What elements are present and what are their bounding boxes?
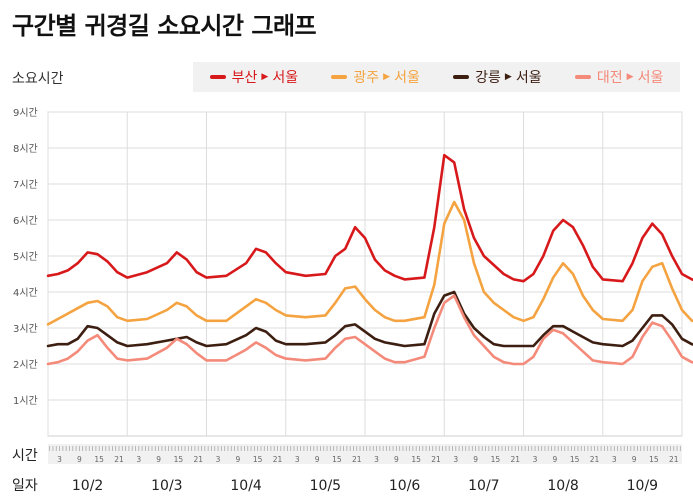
y-tick-label: 8시간 bbox=[13, 143, 38, 155]
legend-from-daejeon: 대전 bbox=[596, 70, 623, 86]
hour-tick-label: 9 bbox=[315, 455, 320, 464]
date-tick-label: 10/4 bbox=[230, 478, 262, 494]
hour-tick-label: 15 bbox=[491, 455, 501, 464]
y-tick-label: 1시간 bbox=[13, 395, 38, 407]
hour-tick-label: 21 bbox=[273, 455, 283, 464]
hour-tick-label: 15 bbox=[94, 455, 104, 464]
time-row-label: 시간 bbox=[12, 448, 38, 464]
legend-swatch-busan bbox=[209, 75, 226, 79]
legend-arrow-icon: ▶ bbox=[504, 72, 512, 82]
hour-tick-label: 21 bbox=[193, 455, 203, 464]
series-line-3 bbox=[46, 294, 693, 366]
legend-item-busan: 부산 ▶ 서울 bbox=[209, 67, 299, 87]
y-tick-label: 5시간 bbox=[13, 251, 38, 263]
y-tick-label: 7시간 bbox=[13, 179, 38, 191]
hour-tick-label: 9 bbox=[235, 455, 240, 464]
hour-tick-label: 15 bbox=[570, 455, 580, 464]
hour-strip bbox=[48, 444, 682, 464]
legend-arrow-icon: ▶ bbox=[261, 72, 269, 82]
hour-tick-label: 3 bbox=[533, 455, 538, 464]
legend-item-gangneung: 강릉 ▶ 서울 bbox=[453, 67, 542, 87]
legend: 부산 ▶ 서울 광주 ▶ 서울 강릉 ▶ 서울 대전 ▶ 서울 bbox=[193, 62, 680, 92]
y-tick-label: 3시간 bbox=[13, 323, 38, 335]
hour-tick-label: 21 bbox=[510, 455, 520, 464]
legend-from-busan: 부산 bbox=[231, 70, 258, 86]
hour-tick-label: 9 bbox=[77, 455, 82, 464]
legend-to-seoul: 서울 bbox=[637, 70, 664, 86]
date-tick-label: 10/5 bbox=[310, 478, 341, 494]
hour-tick-label: 15 bbox=[174, 455, 184, 464]
y-tick-label: 6시간 bbox=[13, 215, 38, 227]
y-tick-label: 2시간 bbox=[13, 359, 38, 371]
date-tick-label: 10/8 bbox=[547, 478, 578, 494]
legend-swatch-daejeon bbox=[574, 75, 591, 79]
legend-item-daejeon: 대전 ▶ 서울 bbox=[574, 67, 664, 87]
legend-swatch-gangneung bbox=[453, 75, 470, 79]
legend-swatch-gwangju bbox=[331, 75, 348, 79]
hour-tick-label: 3 bbox=[57, 455, 62, 464]
hour-tick-label: 3 bbox=[453, 455, 458, 464]
date-row-label: 일자 bbox=[12, 478, 38, 494]
chart-title: 구간별 귀경길 소요시간 그래프 bbox=[12, 12, 317, 40]
hour-tick-label: 3 bbox=[612, 455, 617, 464]
date-tick-label: 10/7 bbox=[468, 478, 499, 494]
hour-tick-label: 9 bbox=[552, 455, 557, 464]
legend-arrow-icon: ▶ bbox=[626, 72, 634, 82]
hour-tick-label: 15 bbox=[649, 455, 659, 464]
legend-from-gwangju: 광주 bbox=[353, 70, 380, 86]
y-tick-label: 9시간 bbox=[13, 107, 38, 119]
hour-tick-label: 3 bbox=[136, 455, 141, 464]
hour-tick-label: 9 bbox=[394, 455, 399, 464]
legend-item-gwangju: 광주 ▶ 서울 bbox=[331, 67, 420, 87]
hour-tick-label: 21 bbox=[431, 455, 441, 464]
date-tick-label: 10/6 bbox=[389, 478, 421, 494]
hour-tick-label: 21 bbox=[114, 455, 124, 464]
hour-tick-label: 3 bbox=[216, 455, 221, 464]
hour-tick-label: 3 bbox=[295, 455, 300, 464]
date-tick-label: 10/3 bbox=[151, 478, 182, 494]
date-tick-label: 10/9 bbox=[627, 478, 658, 494]
hour-tick-label: 9 bbox=[632, 455, 637, 464]
y-axis-title: 소요시간 bbox=[12, 71, 64, 87]
hour-tick-label: 3 bbox=[374, 455, 379, 464]
legend-to-seoul: 서울 bbox=[272, 70, 299, 86]
hour-tick-label: 9 bbox=[156, 455, 161, 464]
hour-tick-label: 21 bbox=[590, 455, 600, 464]
series-line-1 bbox=[46, 200, 693, 326]
hour-tick-label: 15 bbox=[411, 455, 421, 464]
hour-tick-label: 15 bbox=[253, 455, 263, 464]
y-tick-label: 4시간 bbox=[13, 287, 38, 299]
legend-from-gangneung: 강릉 bbox=[475, 70, 501, 86]
hour-tick-label: 21 bbox=[352, 455, 362, 464]
hour-tick-label: 15 bbox=[332, 455, 342, 464]
date-tick-label: 10/2 bbox=[72, 478, 103, 494]
series-line-0 bbox=[46, 153, 693, 283]
hour-tick-label: 21 bbox=[669, 455, 679, 464]
legend-to-seoul: 서울 bbox=[515, 70, 542, 86]
legend-to-seoul: 서울 bbox=[394, 70, 420, 86]
hour-tick-label: 9 bbox=[473, 455, 478, 464]
legend-arrow-icon: ▶ bbox=[383, 72, 391, 82]
